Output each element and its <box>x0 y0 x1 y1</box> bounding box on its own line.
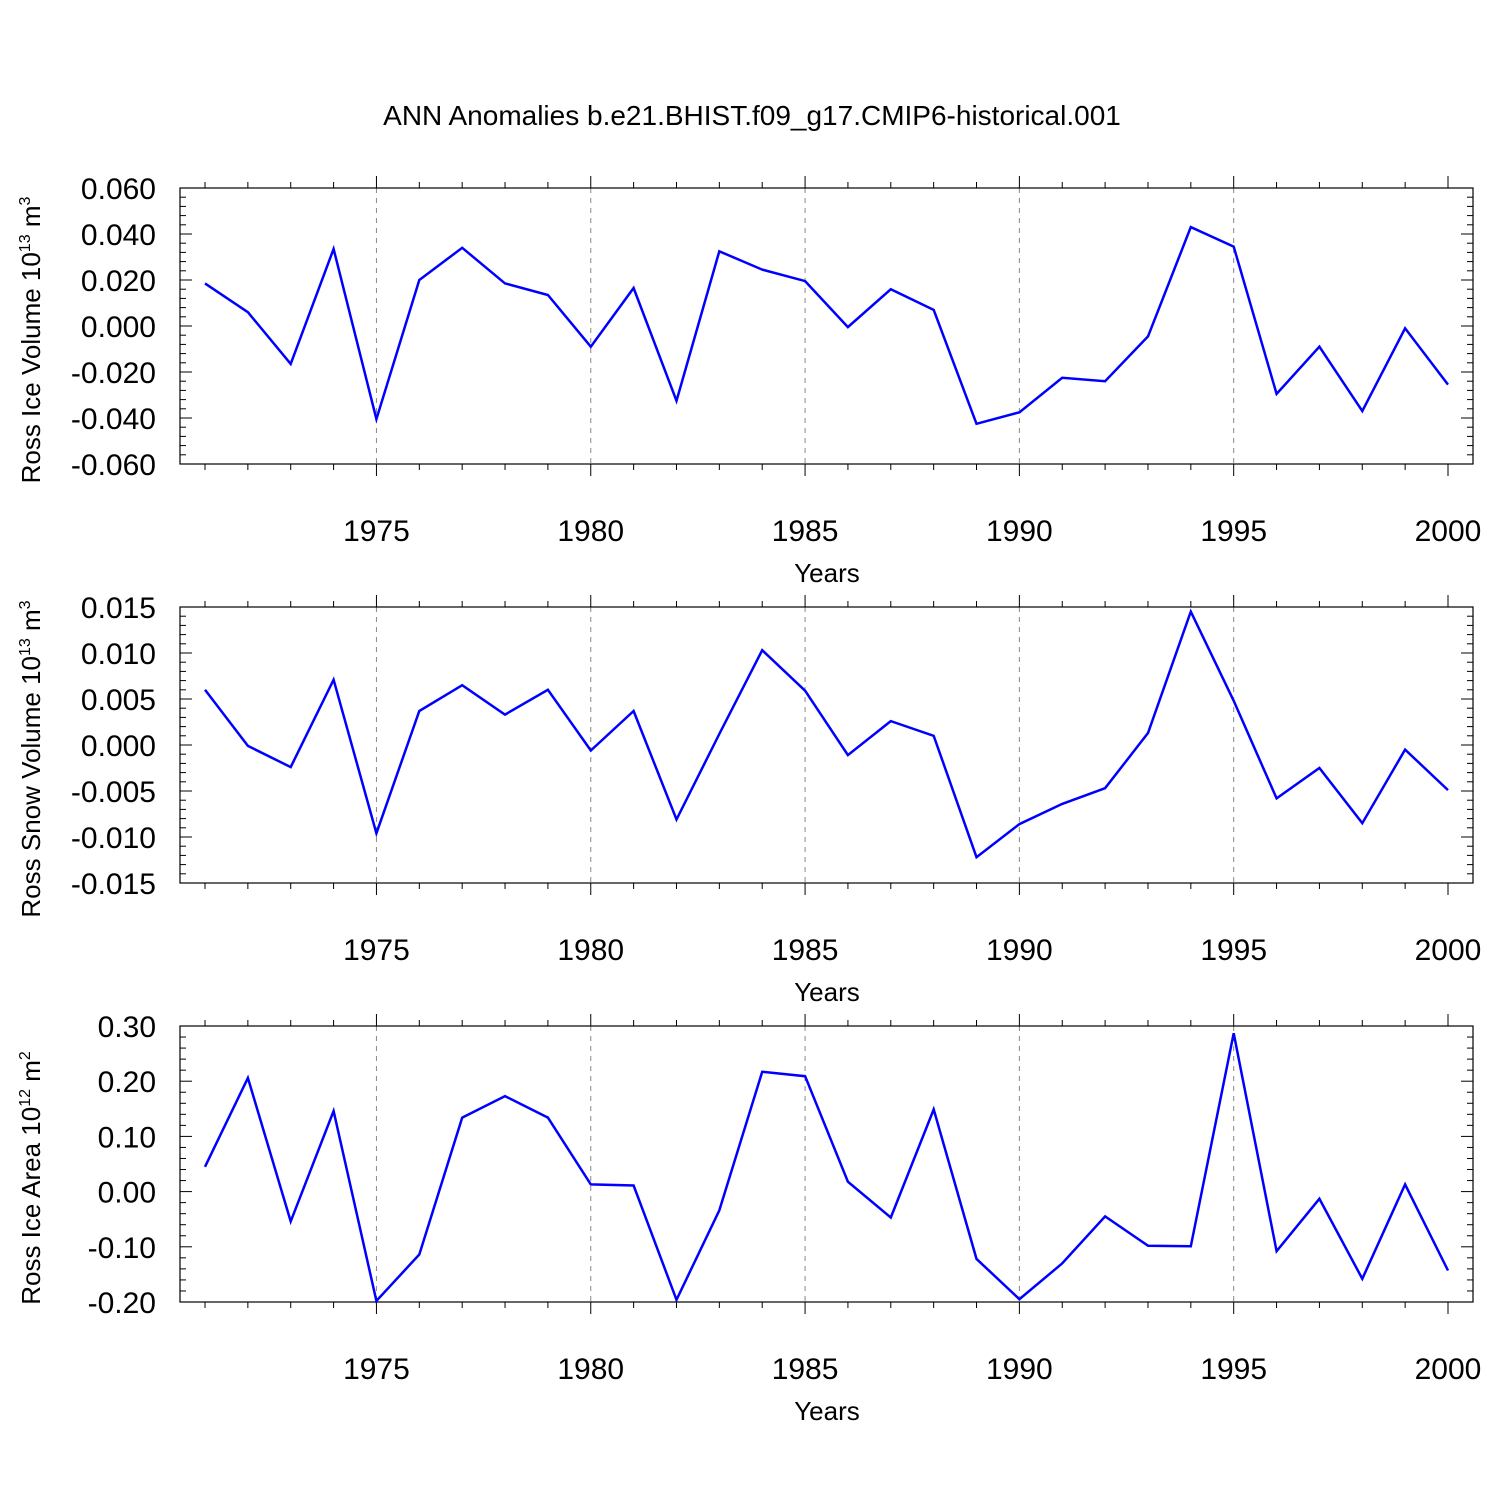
x-tick-label: 1975 <box>343 1353 410 1386</box>
y-tick-label: 0.20 <box>98 1066 156 1099</box>
x-axis-title: Years <box>794 1396 860 1426</box>
x-tick-label: 1980 <box>557 934 624 967</box>
x-tick-label: 2000 <box>1415 1353 1482 1386</box>
series-line <box>204 225 1449 426</box>
y-tick-label: 0.000 <box>81 311 156 344</box>
x-tick-label: 1990 <box>986 515 1053 548</box>
y-tick-label: -0.040 <box>71 403 156 436</box>
y-tick-label: -0.20 <box>88 1287 156 1320</box>
x-tick-label: 1990 <box>986 934 1053 967</box>
x-tick-label: 1985 <box>772 1353 839 1386</box>
y-tick-label: 0.10 <box>98 1121 156 1154</box>
chart-panel-3: -0.20 -0.10 0.00 0.10 0.20 0.30 1975 1980 1985 19… <box>16 1011 1481 1426</box>
y-tick-label: -0.060 <box>71 449 156 482</box>
y-tick-label: -0.015 <box>71 868 156 901</box>
y-tick-label: 0.00 <box>98 1177 156 1210</box>
y-axis-title: Ross Snow Volume 1013 m3 <box>16 600 46 917</box>
x-tick-label: 1995 <box>1200 934 1267 967</box>
x-tick-label: 1975 <box>343 515 410 548</box>
x-tick-label: 1980 <box>557 1353 624 1386</box>
x-tick-label: 2000 <box>1415 934 1482 967</box>
y-tick-label: 0.30 <box>98 1011 156 1044</box>
y-tick-label: 0.005 <box>81 684 156 717</box>
x-tick-label: 1990 <box>986 1353 1053 1386</box>
y-tick-label: -0.020 <box>71 357 156 390</box>
chart-panel-2: -0.015 -0.010 -0.005 0.000 0.005 0.010 0.015 19… <box>16 592 1481 1007</box>
y-tick-label: 0.060 <box>81 173 156 206</box>
y-tick-label: -0.010 <box>71 822 156 855</box>
x-axis-title: Years <box>794 558 860 588</box>
y-tick-label: -0.10 <box>88 1232 156 1265</box>
x-tick-label: 1985 <box>772 934 839 967</box>
y-tick-label: 0.000 <box>81 730 156 763</box>
y-tick-label: 0.040 <box>81 219 156 252</box>
y-tick-label: 0.015 <box>81 592 156 625</box>
x-axis-title: Years <box>794 977 860 1007</box>
x-tick-label: 1985 <box>772 515 839 548</box>
x-tick-label: 2000 <box>1415 515 1482 548</box>
x-tick-label: 1995 <box>1200 515 1267 548</box>
chart-panel-1: -0.060 -0.040 -0.020 0.000 0.020 0.040 0.060 19… <box>16 173 1481 588</box>
series-line <box>204 608 1449 860</box>
x-tick-label: 1975 <box>343 934 410 967</box>
x-tick-label: 1995 <box>1200 1353 1267 1386</box>
y-axis-title: Ross Ice Area 1012 m2 <box>16 1051 46 1305</box>
plot-frame <box>179 1025 1474 1303</box>
figure-title: ANN Anomalies b.e21.BHIST.f09_g17.CMIP6-… <box>383 100 1121 131</box>
y-axis-title: Ross Ice Volume 1013 m3 <box>16 196 46 483</box>
x-tick-label: 1980 <box>557 515 624 548</box>
y-tick-label: 0.020 <box>81 265 156 298</box>
series-line <box>203 1032 1450 1304</box>
y-tick-label: -0.005 <box>71 776 156 809</box>
y-tick-label: 0.010 <box>81 638 156 671</box>
